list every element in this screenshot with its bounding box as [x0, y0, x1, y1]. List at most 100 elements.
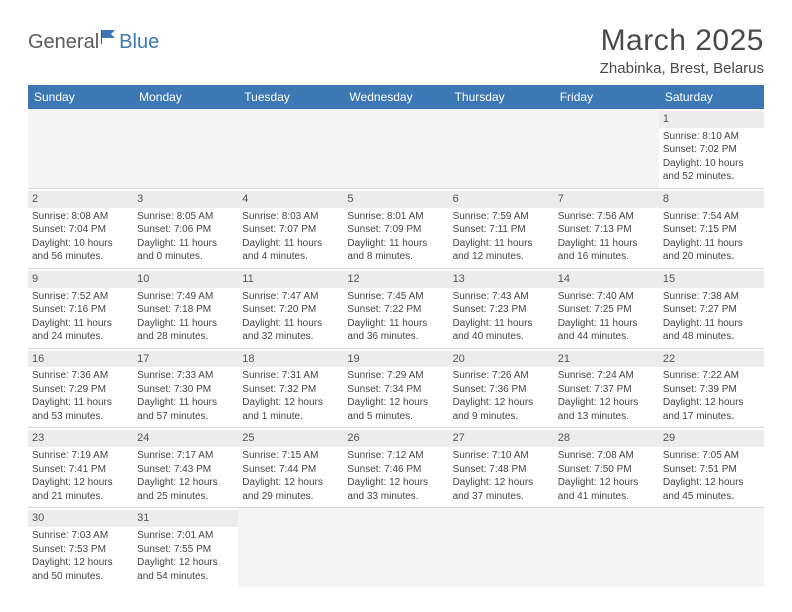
calendar-day-cell: 8Sunrise: 7:54 AMSunset: 7:15 PMDaylight… [659, 188, 764, 268]
day-info: Sunrise: 7:49 AMSunset: 7:18 PMDaylight:… [137, 290, 234, 344]
calendar-page: General Blue March 2025 Zhabinka, Brest,… [0, 0, 792, 607]
day-info: Sunrise: 7:17 AMSunset: 7:43 PMDaylight:… [137, 449, 234, 503]
calendar-day-cell: 29 Sunrise: 7:05 AMSunset: 7:51 PMDayligh… [659, 428, 764, 508]
weekday-header: Tuesday [238, 85, 343, 109]
day-number: 23 [28, 430, 133, 447]
calendar-day-cell: 15Sunrise: 7:38 AMSunset: 7:27 PMDayligh… [659, 268, 764, 348]
day-number: 4 [238, 191, 343, 208]
weekday-header: Sunday [28, 85, 133, 109]
day-info: Sunrise: 8:03 AMSunset: 7:07 PMDaylight:… [242, 210, 339, 264]
day-info: Sunrise: 7:52 AMSunset: 7:16 PMDaylight:… [32, 290, 129, 344]
calendar-day-cell: 2 Sunrise: 8:08 AMSunset: 7:04 PMDaylight… [28, 188, 133, 268]
logo-text-general: General [28, 31, 99, 54]
day-info: Sunrise: 7:01 AMSunset: 7:55 PMDaylight:… [137, 529, 234, 583]
calendar-day-cell: 17Sunrise: 7:33 AMSunset: 7:30 PMDayligh… [133, 348, 238, 428]
weekday-header: Thursday [449, 85, 554, 109]
calendar-day-cell: 4 Sunrise: 8:03 AMSunset: 7:07 PMDaylight… [238, 188, 343, 268]
day-info: Sunrise: 7:56 AMSunset: 7:13 PMDaylight:… [558, 210, 655, 264]
calendar-day-cell: 12Sunrise: 7:45 AMSunset: 7:22 PMDayligh… [343, 268, 448, 348]
day-number: 27 [449, 430, 554, 447]
day-number: 29 [659, 430, 764, 447]
day-info: Sunrise: 8:01 AMSunset: 7:09 PMDaylight:… [347, 210, 444, 264]
calendar-day-cell [343, 508, 448, 587]
month-title: March 2025 [600, 24, 764, 58]
day-info: Sunrise: 7:12 AMSunset: 7:46 PMDaylight:… [347, 449, 444, 503]
day-info: Sunrise: 7:19 AMSunset: 7:41 PMDaylight:… [32, 449, 129, 503]
day-info: Sunrise: 8:08 AMSunset: 7:04 PMDaylight:… [32, 210, 129, 264]
day-info: Sunrise: 7:15 AMSunset: 7:44 PMDaylight:… [242, 449, 339, 503]
day-info: Sunrise: 7:03 AMSunset: 7:53 PMDaylight:… [32, 529, 129, 583]
calendar-day-cell: 26Sunrise: 7:12 AMSunset: 7:46 PMDayligh… [343, 428, 448, 508]
calendar-day-cell [238, 109, 343, 188]
calendar-day-cell: 9Sunrise: 7:52 AMSunset: 7:16 PMDaylight… [28, 268, 133, 348]
calendar-week-row: 1Sunrise: 8:10 AMSunset: 7:02 PMDaylight… [28, 109, 764, 188]
calendar-day-cell [659, 508, 764, 587]
day-number: 25 [238, 430, 343, 447]
day-number: 5 [343, 191, 448, 208]
day-number: 28 [554, 430, 659, 447]
logo-text-blue: Blue [119, 31, 159, 54]
day-info: Sunrise: 7:31 AMSunset: 7:32 PMDaylight:… [242, 369, 339, 423]
calendar-day-cell: 24 Sunrise: 7:17 AMSunset: 7:43 PMDayligh… [133, 428, 238, 508]
weekday-header: Monday [133, 85, 238, 109]
day-number: 13 [449, 271, 554, 288]
day-number: 18 [238, 351, 343, 368]
calendar-day-cell [449, 109, 554, 188]
calendar-day-cell [343, 109, 448, 188]
calendar-day-cell: 3 Sunrise: 8:05 AMSunset: 7:06 PMDaylight… [133, 188, 238, 268]
calendar-head: SundayMondayTuesdayWednesdayThursdayFrid… [28, 85, 764, 109]
calendar-day-cell: 22Sunrise: 7:22 AMSunset: 7:39 PMDayligh… [659, 348, 764, 428]
calendar-week-row: 16Sunrise: 7:36 AMSunset: 7:29 PMDayligh… [28, 348, 764, 428]
calendar-day-cell: 1Sunrise: 8:10 AMSunset: 7:02 PMDaylight… [659, 109, 764, 188]
calendar-day-cell: 27Sunrise: 7:10 AMSunset: 7:48 PMDayligh… [449, 428, 554, 508]
day-number: 21 [554, 351, 659, 368]
calendar-body: 1Sunrise: 8:10 AMSunset: 7:02 PMDaylight… [28, 109, 764, 587]
day-info: Sunrise: 7:08 AMSunset: 7:50 PMDaylight:… [558, 449, 655, 503]
calendar-day-cell: 31 Sunrise: 7:01 AMSunset: 7:55 PMDayligh… [133, 508, 238, 587]
day-number: 31 [133, 510, 238, 527]
weekday-header: Wednesday [343, 85, 448, 109]
day-number: 3 [133, 191, 238, 208]
day-info: Sunrise: 7:29 AMSunset: 7:34 PMDaylight:… [347, 369, 444, 423]
calendar-week-row: 23 Sunrise: 7:19 AMSunset: 7:41 PMDayligh… [28, 428, 764, 508]
calendar-day-cell: 13 Sunrise: 7:43 AMSunset: 7:23 PMDayligh… [449, 268, 554, 348]
logo: General Blue [28, 30, 159, 54]
day-number: 24 [133, 430, 238, 447]
calendar-table: SundayMondayTuesdayWednesdayThursdayFrid… [28, 85, 764, 587]
calendar-day-cell: 30 Sunrise: 7:03 AMSunset: 7:53 PMDayligh… [28, 508, 133, 587]
day-info: Sunrise: 7:05 AMSunset: 7:51 PMDaylight:… [663, 449, 760, 503]
day-number: 30 [28, 510, 133, 527]
day-info: Sunrise: 7:43 AMSunset: 7:23 PMDaylight:… [453, 290, 550, 344]
day-number: 1 [659, 111, 764, 128]
calendar-day-cell: 23 Sunrise: 7:19 AMSunset: 7:41 PMDayligh… [28, 428, 133, 508]
calendar-week-row: 30 Sunrise: 7:03 AMSunset: 7:53 PMDayligh… [28, 508, 764, 587]
calendar-day-cell: 11Sunrise: 7:47 AMSunset: 7:20 PMDayligh… [238, 268, 343, 348]
day-info: Sunrise: 8:05 AMSunset: 7:06 PMDaylight:… [137, 210, 234, 264]
calendar-day-cell: 10Sunrise: 7:49 AMSunset: 7:18 PMDayligh… [133, 268, 238, 348]
day-info: Sunrise: 7:59 AMSunset: 7:11 PMDaylight:… [453, 210, 550, 264]
day-number: 22 [659, 351, 764, 368]
calendar-day-cell: 19Sunrise: 7:29 AMSunset: 7:34 PMDayligh… [343, 348, 448, 428]
day-info: Sunrise: 7:36 AMSunset: 7:29 PMDaylight:… [32, 369, 129, 423]
day-number: 16 [28, 351, 133, 368]
day-number: 14 [554, 271, 659, 288]
day-number: 6 [449, 191, 554, 208]
day-number: 2 [28, 191, 133, 208]
calendar-week-row: 2 Sunrise: 8:08 AMSunset: 7:04 PMDaylight… [28, 188, 764, 268]
day-info: Sunrise: 7:47 AMSunset: 7:20 PMDaylight:… [242, 290, 339, 344]
day-number: 7 [554, 191, 659, 208]
calendar-day-cell: 16Sunrise: 7:36 AMSunset: 7:29 PMDayligh… [28, 348, 133, 428]
calendar-day-cell: 21Sunrise: 7:24 AMSunset: 7:37 PMDayligh… [554, 348, 659, 428]
title-block: March 2025 Zhabinka, Brest, Belarus [600, 24, 764, 77]
day-info: Sunrise: 7:45 AMSunset: 7:22 PMDaylight:… [347, 290, 444, 344]
day-info: Sunrise: 7:33 AMSunset: 7:30 PMDaylight:… [137, 369, 234, 423]
calendar-day-cell: 25 Sunrise: 7:15 AMSunset: 7:44 PMDayligh… [238, 428, 343, 508]
day-number: 17 [133, 351, 238, 368]
calendar-day-cell [133, 109, 238, 188]
calendar-day-cell: 14Sunrise: 7:40 AMSunset: 7:25 PMDayligh… [554, 268, 659, 348]
weekday-header: Saturday [659, 85, 764, 109]
day-info: Sunrise: 7:38 AMSunset: 7:27 PMDaylight:… [663, 290, 760, 344]
day-info: Sunrise: 7:26 AMSunset: 7:36 PMDaylight:… [453, 369, 550, 423]
day-info: Sunrise: 7:24 AMSunset: 7:37 PMDaylight:… [558, 369, 655, 423]
calendar-day-cell [554, 508, 659, 587]
